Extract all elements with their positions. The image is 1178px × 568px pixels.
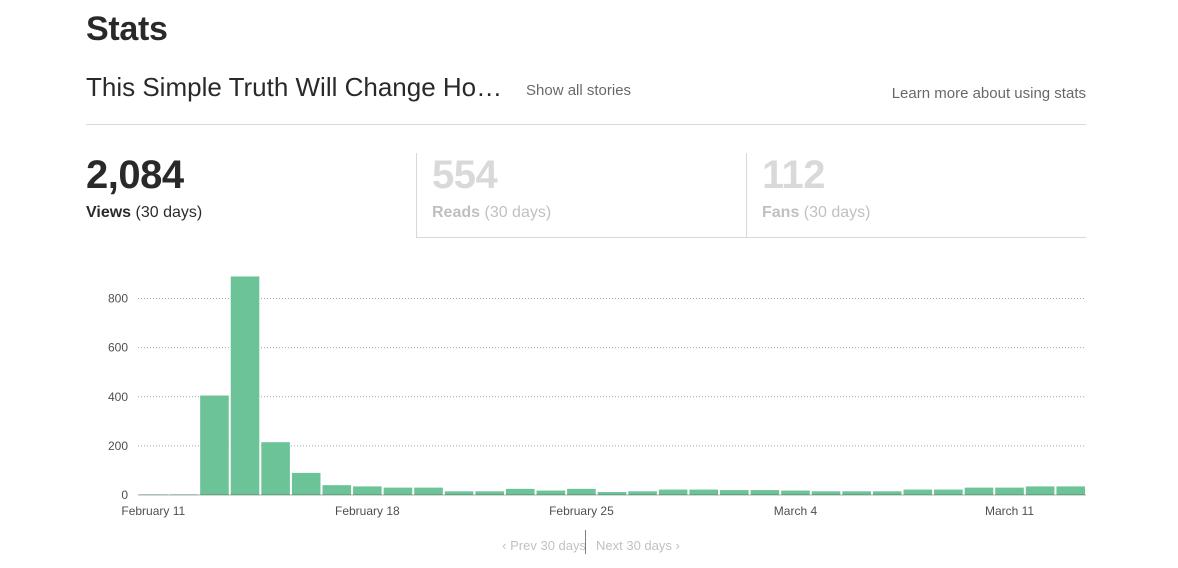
y-tick-label: 800 xyxy=(108,292,128,306)
chart-bar[interactable] xyxy=(383,487,413,495)
x-tick-label: February 25 xyxy=(549,504,614,518)
chart-bar[interactable] xyxy=(811,491,841,495)
chart-bar[interactable] xyxy=(872,491,902,495)
fans-value: 112 xyxy=(762,153,826,197)
chart-bar[interactable] xyxy=(353,486,382,495)
chart-bar[interactable] xyxy=(995,487,1024,495)
chart-bar[interactable] xyxy=(322,485,352,495)
pager-divider xyxy=(585,530,586,554)
chart-bar[interactable] xyxy=(536,490,566,495)
chart-bar[interactable] xyxy=(720,490,749,495)
chart-bar[interactable] xyxy=(414,487,443,495)
views-period: (30 days) xyxy=(135,204,203,221)
chart-bar[interactable] xyxy=(934,489,963,495)
chart-bar[interactable] xyxy=(628,491,657,495)
metrics-tabs: 2,084 Views (30 days) 554 Reads (30 days… xyxy=(86,153,1086,238)
reads-period: (30 days) xyxy=(484,204,552,221)
chart-bar[interactable] xyxy=(750,490,780,495)
chart-bar[interactable] xyxy=(658,489,688,495)
chart-bar[interactable] xyxy=(261,442,290,495)
y-tick-label: 400 xyxy=(108,390,128,404)
fans-period: (30 days) xyxy=(803,204,871,221)
chart-bar[interactable] xyxy=(842,491,871,495)
y-tick-label: 0 xyxy=(121,488,128,502)
chart-bar[interactable] xyxy=(444,491,474,495)
reads-value: 554 xyxy=(432,153,498,197)
x-tick-label: February 11 xyxy=(121,504,185,518)
x-tick-label: February 18 xyxy=(335,504,400,518)
views-label-text: Views xyxy=(86,204,132,221)
show-all-stories-link[interactable]: Show all stories xyxy=(526,82,632,99)
chart-bar[interactable] xyxy=(597,492,627,495)
chevron-right-icon: › xyxy=(675,538,680,553)
chart-bar[interactable] xyxy=(964,487,994,495)
chart-bar[interactable] xyxy=(291,472,321,495)
pager: ‹ Prev 30 days Next 30 days › xyxy=(470,530,710,560)
chart-bar[interactable] xyxy=(475,491,504,495)
story-title[interactable]: This Simple Truth Will Change Ho… xyxy=(86,72,503,102)
chart-bar[interactable] xyxy=(200,395,229,495)
views-value: 2,084 xyxy=(86,153,184,197)
chart-bar[interactable] xyxy=(567,488,596,495)
chart-bar[interactable] xyxy=(1025,486,1055,495)
chart-bar[interactable] xyxy=(781,490,810,495)
chart-bar[interactable] xyxy=(689,489,719,495)
views-label: Views (30 days) xyxy=(86,203,202,223)
y-tick-label: 200 xyxy=(108,439,128,453)
reads-label-text: Reads xyxy=(432,204,481,221)
reads-label: Reads (30 days) xyxy=(432,203,551,223)
next-30-days-label: Next 30 days xyxy=(596,538,672,553)
x-tick-label: March 11 xyxy=(985,504,1034,518)
page-title: Stats xyxy=(86,10,168,48)
x-tick-label: March 4 xyxy=(774,504,818,518)
fans-label-text: Fans xyxy=(762,204,800,221)
metric-tab-fans[interactable]: 112 Fans (30 days) xyxy=(746,153,1086,238)
chart-bar[interactable] xyxy=(1056,486,1085,495)
story-header: This Simple Truth Will Change Ho… Show a… xyxy=(86,68,1086,125)
chart-bar[interactable] xyxy=(903,489,933,495)
metric-tab-reads[interactable]: 554 Reads (30 days) xyxy=(416,153,746,238)
chevron-left-icon: ‹ xyxy=(502,538,507,553)
chart-bar[interactable] xyxy=(505,488,535,495)
prev-30-days-label: Prev 30 days xyxy=(510,538,586,553)
prev-30-days-button[interactable]: ‹ Prev 30 days xyxy=(502,538,586,553)
fans-label: Fans (30 days) xyxy=(762,203,871,223)
next-30-days-button[interactable]: Next 30 days › xyxy=(596,538,680,553)
y-tick-label: 600 xyxy=(108,341,128,355)
learn-more-stats-link[interactable]: Learn more about using stats xyxy=(891,85,1086,102)
metric-tab-views[interactable]: 2,084 Views (30 days) xyxy=(86,153,416,238)
views-bar-chart: 0 200 400 600 800 February 11 February 18 Febru… xyxy=(108,276,1086,518)
chart-bar[interactable] xyxy=(230,276,260,495)
